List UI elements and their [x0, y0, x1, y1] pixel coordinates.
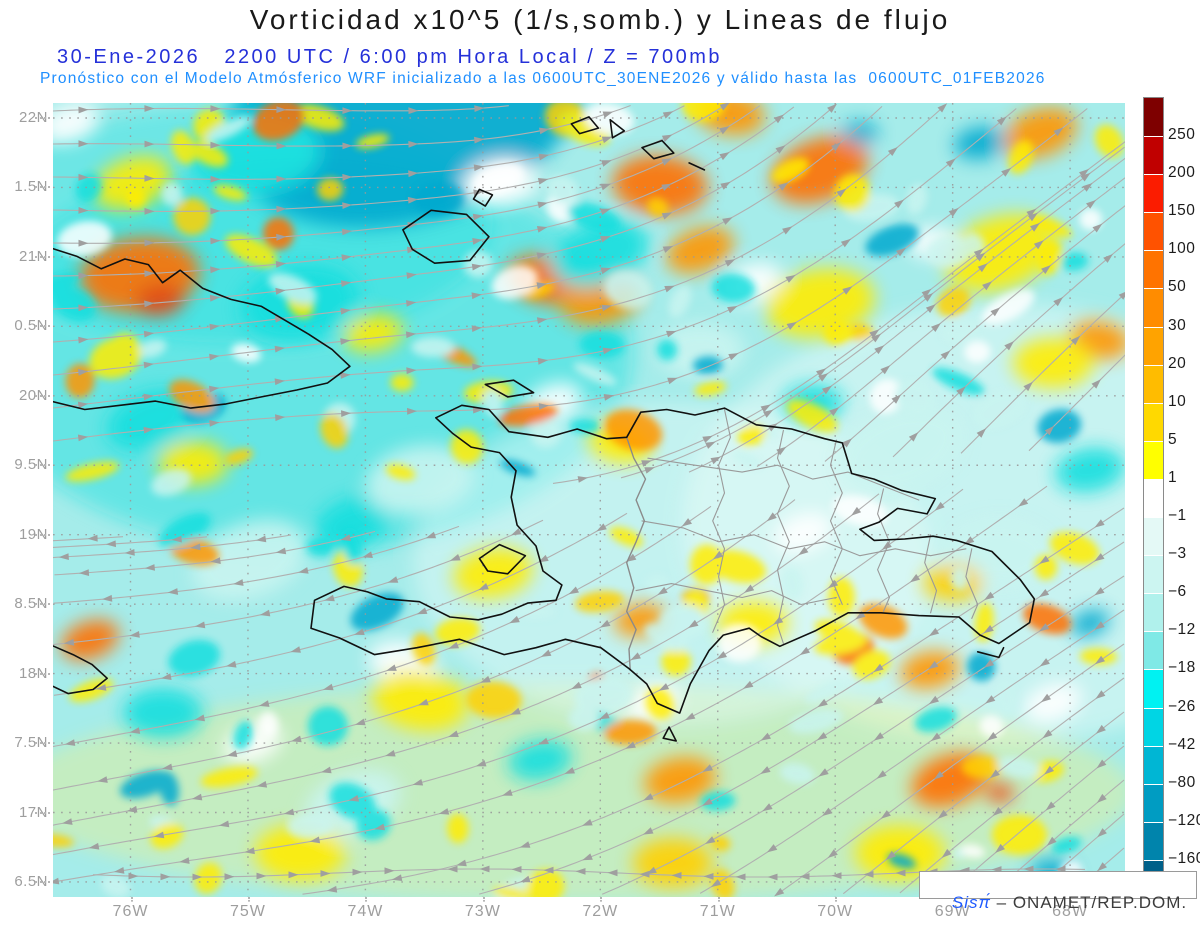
lon-tick — [717, 897, 720, 902]
colorbar-segment — [1144, 440, 1163, 479]
lon-tick — [1070, 897, 1073, 902]
colorbar-tick-label: 250 — [1168, 126, 1196, 144]
lon-label: 72W — [582, 903, 619, 920]
colorbar-segment — [1144, 707, 1163, 746]
colorbar-tick-label: −160 — [1168, 849, 1200, 867]
lat-tick — [35, 117, 50, 119]
colorbar-tick-label: 20 — [1168, 354, 1187, 372]
lon-tick — [365, 897, 368, 902]
lon-tick — [835, 897, 838, 902]
colorbar-tick-label: 30 — [1168, 316, 1187, 334]
lat-tick — [35, 255, 50, 258]
colorbar-segment — [1144, 288, 1163, 327]
colorbar-tick-label: −1 — [1168, 507, 1187, 525]
lon-tick — [247, 897, 250, 902]
colorbar-segment — [1144, 631, 1163, 670]
lat-tick — [35, 186, 50, 189]
colorbar-tick-label: 200 — [1168, 164, 1196, 182]
colorbar-segment — [1144, 136, 1163, 175]
colorbar-tick-label: −6 — [1168, 583, 1187, 601]
colorbar-segment — [1144, 555, 1163, 594]
colorbar-tick-label: −3 — [1168, 545, 1187, 563]
colorbar-tick-label: −18 — [1168, 659, 1196, 677]
lat-tick — [35, 742, 50, 745]
colorbar-segment — [1144, 783, 1163, 822]
lon-label: 74W — [347, 903, 384, 920]
lat-tick — [35, 325, 50, 328]
colorbar-segment — [1144, 250, 1163, 289]
lon-label: 73W — [464, 903, 501, 920]
lat-label: 6.5N — [14, 872, 48, 890]
colorbar-segment — [1144, 402, 1163, 441]
colorbar-segment — [1144, 174, 1163, 213]
lat-tick — [35, 672, 50, 675]
watermark-box: Sisπ́ – ONAMET/REP.DOM. — [919, 871, 1198, 912]
lon-label: 68W — [1040, 903, 1100, 921]
colorbar-tick-label: 100 — [1168, 240, 1196, 258]
page-title: Vorticidad x10^5 (1/s,somb.) y Lineas de… — [249, 4, 951, 35]
lat-label: 1.5N — [14, 178, 48, 196]
lat-tick — [35, 533, 50, 536]
colorbar-tick-label: −80 — [1168, 773, 1196, 791]
colorbar-segment — [1144, 364, 1163, 403]
lat-tick — [35, 394, 50, 397]
colorbar-tick-label: 10 — [1168, 392, 1187, 410]
colorbar — [1143, 97, 1164, 899]
lat-label: 21N — [18, 247, 48, 265]
colorbar-segment — [1144, 745, 1163, 784]
colorbar-segment — [1144, 212, 1163, 251]
lat-tick — [35, 464, 50, 467]
colorbar-segment — [1144, 326, 1163, 365]
lon-label: 71W — [699, 903, 736, 920]
colorbar-segment — [1144, 517, 1163, 556]
valid-time-line: 30-Ene-2026 2200 UTC / 6:00 pm Hora Loca… — [57, 46, 723, 68]
lat-tick — [35, 811, 50, 814]
colorbar-tick-label: −120 — [1168, 811, 1200, 829]
watermark-text: – ONAMET/REP.DOM. — [990, 893, 1188, 912]
colorbar-segment — [1144, 478, 1163, 518]
lat-label: 22N — [18, 109, 48, 126]
colorbar-tick-label: 50 — [1168, 278, 1187, 296]
lat-tick — [35, 880, 50, 883]
colorbar-tick-label: −26 — [1168, 697, 1196, 715]
lon-tick — [482, 897, 485, 902]
lat-label: 0.5N — [14, 317, 48, 335]
colorbar-segment — [1144, 593, 1163, 632]
colorbar-segment — [1144, 821, 1163, 860]
lon-tick — [952, 897, 955, 902]
vorticity-streamline-map — [53, 103, 1125, 897]
lat-label: 9.5N — [14, 456, 48, 474]
colorbar-tick-label: 150 — [1168, 202, 1196, 220]
lat-label: 19N — [18, 525, 48, 543]
lat-label: 20N — [18, 386, 48, 404]
colorbar-tick-label: −42 — [1168, 735, 1196, 753]
lat-label: 7.5N — [14, 734, 48, 752]
colorbar-segment — [1144, 669, 1163, 708]
lat-label: 18N — [18, 664, 48, 682]
lon-label: 70W — [817, 903, 854, 920]
colorbar-segment — [1144, 98, 1163, 137]
lon-label: 69W — [923, 903, 983, 921]
forecast-info-line: Pronóstico con el Modelo Atmósferico WRF… — [40, 70, 1046, 87]
lat-label: 17N — [18, 803, 48, 821]
colorbar-tick-label: −12 — [1168, 621, 1196, 639]
colorbar-tick-label: 5 — [1168, 430, 1178, 448]
lon-tick — [130, 897, 133, 902]
watermark-brand: Sisπ́ — [951, 893, 991, 912]
lat-tick — [35, 603, 50, 606]
lon-label: 75W — [229, 903, 266, 920]
lon-tick — [600, 897, 603, 902]
colorbar-tick-label: 1 — [1168, 468, 1178, 486]
lon-label: 76W — [112, 903, 149, 920]
lat-label: 8.5N — [14, 595, 48, 613]
